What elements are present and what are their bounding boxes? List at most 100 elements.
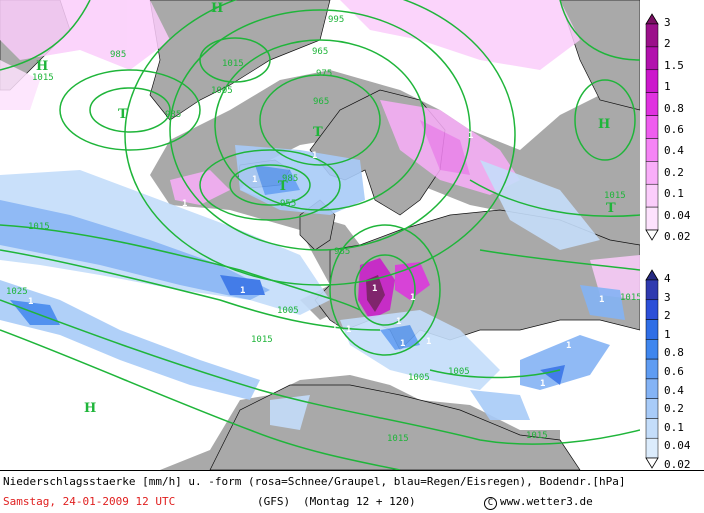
legend_rain-tick-label: 0.2: [664, 402, 684, 416]
legend-colorbars: [645, 13, 659, 469]
legend_rain-swatch: [645, 299, 659, 320]
precip-label: 1: [426, 337, 431, 347]
legend_snow-tick-label: 0.1: [664, 187, 684, 201]
legend_rain-tick-label: 0.02: [664, 458, 691, 471]
caption-panel: Niederschlagsstaerke [mm/h] u. -form (ro…: [0, 470, 704, 513]
precip-legend: 3 2 1.5 1 0.8 0.6 0.4 0.2 0.1 0.04 0.02 4 3 2 1 0.8 0.6…: [640, 0, 704, 470]
pressure-label: 1005: [211, 86, 233, 96]
pressure-label: 985: [282, 174, 298, 184]
pressure-label: 1015: [222, 59, 244, 69]
legend_rain-tick-label: 4: [664, 272, 671, 285]
legend_snow-arrow-top: [645, 13, 659, 25]
legend_rain-tick-label: 0.6: [664, 365, 684, 378]
caption-date: Samstag, 24-01-2009 12 UTC: [3, 495, 176, 508]
pressure-centers: H H H H T T T T: [36, 1, 616, 416]
low-marker: T: [118, 107, 128, 122]
caption-description: Niederschlagsstaerke [mm/h] u. -form (ro…: [3, 475, 626, 488]
pressure-label: 1015: [28, 222, 50, 232]
legend_rain-swatch: [645, 437, 659, 459]
legend_snow-swatch: [645, 69, 659, 93]
precip-label: 1: [332, 323, 337, 333]
legend_rain-tick-label: 3: [664, 290, 671, 304]
legend_rain-tick-label: 0.1: [664, 420, 684, 434]
legend_rain-tick-label: 0.04: [664, 439, 691, 453]
legend_snow-swatch: [645, 46, 659, 71]
precip-label: 1: [312, 151, 317, 161]
legend_snow-tick-label: 1.5: [664, 58, 684, 72]
legend_snow-swatch: [645, 115, 659, 139]
precip-label: 1: [252, 175, 257, 185]
legend_rain-swatch: [645, 339, 659, 360]
pressure-label: 1015: [526, 431, 548, 441]
high-marker: H: [36, 59, 48, 74]
precip-label: 1: [410, 293, 415, 303]
greenland: [149, 0, 331, 121]
pressure-label: 995: [328, 15, 344, 25]
legend_snow-swatch: [645, 161, 659, 185]
legend_snow-swatch: [645, 206, 659, 231]
precip-label: 1: [240, 286, 245, 296]
site-link[interactable]: www.wetter3.de: [500, 495, 593, 508]
legend_rain-swatch: [645, 398, 659, 419]
legend_snow-tick-label: 2: [664, 37, 671, 51]
legend_snow-tick-label: 0.2: [664, 165, 684, 179]
pressure-label: 1025: [6, 287, 28, 297]
low-marker: T: [606, 201, 616, 216]
legend_snow-tick-label: 0.4: [664, 144, 684, 158]
precip-label: 1: [468, 131, 473, 141]
pressure-label: 1005: [408, 373, 430, 383]
precip-label: 1: [599, 295, 604, 305]
caption-run: (Montag 12 + 120): [303, 495, 416, 508]
weather-map: 985 1015 1015 995 1005 975 965 985 965 9…: [0, 0, 640, 470]
pressure-label: 1015: [620, 293, 640, 303]
legend_snow-swatch: [645, 23, 659, 48]
legend_rain-tick-label: 1: [664, 327, 671, 341]
caption-model: (GFS): [257, 495, 291, 508]
pressure-labels: 985 1015 1015 995 1005 975 965 985 965 9…: [6, 15, 640, 444]
pressure-label: 965: [313, 97, 329, 107]
legend_snow-tick-label: 0.6: [664, 123, 684, 136]
pressure-label: 985: [110, 50, 126, 60]
legend_snow-tick-label: 0.04: [664, 208, 691, 222]
pressure-label: 975: [316, 69, 332, 79]
precip-label: 1: [28, 297, 33, 307]
legend_rain-swatch: [645, 358, 659, 380]
high-marker: H: [598, 117, 610, 132]
precip-label: 1: [566, 341, 571, 351]
legend_snow-tick-label: 0.02: [664, 230, 691, 243]
legend_rain-tick-label: 2: [664, 309, 671, 323]
low-marker: T: [313, 125, 323, 140]
pressure-label: 985: [334, 247, 350, 257]
pressure-label: 985: [165, 110, 181, 120]
legend_rain-tick-label: 0.4: [664, 383, 684, 397]
high-marker: H: [84, 401, 96, 416]
pressure-label: 1005: [448, 367, 470, 377]
legend_snow-swatch: [645, 183, 659, 208]
legend_snow-arrow-bottom: [645, 229, 659, 241]
pressure-label: 955: [280, 199, 296, 209]
legend_snow-tick-label: 1: [664, 80, 671, 94]
pressure-label: 1015: [251, 335, 273, 345]
legend_snow-swatch: [645, 138, 659, 162]
copyright-icon: C: [484, 495, 497, 510]
precip-label: 1: [400, 339, 405, 349]
legend_rain-swatch: [645, 378, 659, 399]
precip-label: 1: [372, 284, 377, 294]
legend_rain-swatch: [645, 319, 659, 340]
precip-label: 1: [540, 379, 545, 389]
legend_rain-tick-label: 0.8: [664, 346, 684, 360]
pressure-label: 1015: [604, 191, 626, 201]
legend_rain-swatch: [645, 418, 659, 439]
precip-label: 1: [346, 325, 351, 335]
low-marker: T: [278, 179, 288, 194]
legend_rain-swatch: [645, 279, 659, 301]
high-marker: H: [211, 1, 223, 16]
legend_rain-arrow-top: [645, 269, 659, 281]
precip-labels: 1 1 1 1 1 1 1 1 1 1 1 1 1 1 1 1: [28, 131, 604, 389]
pressure-label: 1005: [277, 306, 299, 316]
legend_snow-tick-label: 0.8: [664, 101, 684, 115]
asia-east: [559, 0, 640, 111]
legend_rain-arrow-bottom: [645, 457, 659, 469]
pressure-label: 1015: [32, 73, 54, 83]
pressure-label: 1015: [387, 434, 409, 444]
